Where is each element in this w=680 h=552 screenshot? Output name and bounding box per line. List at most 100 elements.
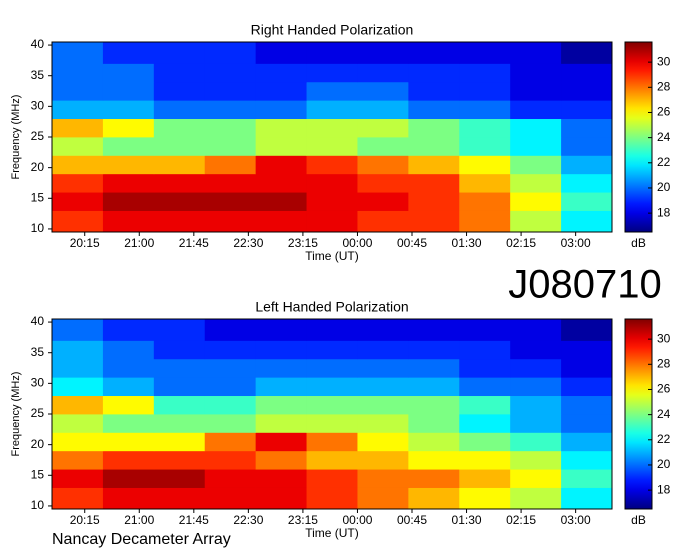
heatmap-cell (204, 414, 257, 433)
heatmap-cell (510, 450, 562, 470)
x-tick-label: 21:45 (179, 513, 209, 527)
heatmap-cell (306, 395, 358, 415)
heatmap-cell (561, 487, 613, 510)
heatmap-cell (357, 192, 409, 211)
heatmap-cell (102, 63, 155, 83)
heatmap-cell (510, 118, 562, 138)
heatmap-cell (255, 118, 307, 138)
heatmap-cell (459, 414, 511, 433)
colorbar-tick-label: 26 (657, 382, 671, 396)
heatmap-cell (408, 414, 460, 433)
heatmap-cell (255, 210, 307, 233)
heatmap-cell (52, 377, 104, 397)
colorbar-tick-label: 18 (657, 482, 671, 496)
heatmap-cell (153, 358, 206, 378)
heatmap-cell (52, 63, 104, 83)
heatmap-cell (102, 100, 155, 120)
heatmap-cell (306, 192, 358, 211)
heatmap-cell (561, 173, 613, 193)
heatmap-cell (357, 155, 409, 175)
heatmap-cell (306, 450, 358, 470)
heatmap-cell (408, 155, 460, 175)
heatmap-cell (306, 155, 358, 175)
heatmap-cell (153, 469, 206, 488)
heatmap-cell (561, 137, 613, 156)
y-tick-label: 25 (31, 406, 45, 420)
heatmap-cell (153, 395, 206, 415)
heatmap-cell (510, 42, 562, 64)
heatmap-cell (306, 340, 358, 360)
heatmap-cell (255, 81, 307, 101)
y-tick-label: 20 (31, 160, 45, 174)
heatmap-cell (408, 81, 460, 101)
heatmap-cell (408, 340, 460, 360)
colorbar-tick-label: 24 (657, 407, 671, 421)
x-tick-label: 00:45 (397, 513, 427, 527)
heatmap-cell (204, 118, 257, 138)
heatmap-cell (357, 450, 409, 470)
heatmap-cell (510, 63, 562, 83)
heatmap-cell (357, 377, 409, 397)
heatmap-cell (204, 487, 257, 510)
y-tick-label: 15 (31, 190, 45, 204)
footer: Nancay Decameter Array (52, 531, 231, 548)
heatmap-cell (102, 414, 155, 433)
heatmap-cell (204, 155, 257, 175)
colorbar-tick-label: 22 (657, 155, 671, 169)
heatmap-cell (459, 469, 511, 488)
colorbar (624, 318, 653, 510)
heatmap-cell (459, 319, 511, 341)
heatmap-cell (204, 173, 257, 193)
x-tick-label: 21:00 (124, 236, 154, 250)
heatmap-cell (102, 377, 155, 397)
colorbar-tick-label: 30 (657, 54, 671, 68)
heatmap-cell (408, 42, 460, 64)
heatmap-cell (459, 450, 511, 470)
heatmap-cell (510, 100, 562, 120)
heatmap-cell (204, 100, 257, 120)
heatmap-cell (204, 81, 257, 101)
heatmap-cell (52, 358, 104, 378)
heatmap-cell (357, 432, 409, 452)
heatmap-cell (153, 210, 206, 233)
heatmap-cell (52, 414, 104, 433)
heatmap-cell (306, 377, 358, 397)
heatmap-cell (306, 210, 358, 233)
heatmap-cell (357, 395, 409, 415)
heatmap-cell (459, 358, 511, 378)
heatmap-cell (357, 118, 409, 138)
x-tick-label: 00:00 (342, 236, 372, 250)
y-tick-label: 35 (31, 345, 45, 359)
heatmap-cell (52, 42, 104, 64)
heatmap-cell (255, 432, 307, 452)
heatmap-cell (357, 340, 409, 360)
heatmap-cell (306, 319, 358, 341)
heatmap-cell (204, 42, 257, 64)
heatmap-cell (459, 432, 511, 452)
heatmap-cell (510, 469, 562, 488)
heatmap-cell (357, 173, 409, 193)
heatmap-cell (204, 137, 257, 156)
heatmap-cell (52, 192, 104, 211)
x-tick-label: 03:00 (561, 236, 591, 250)
heatmap-cell (561, 340, 613, 360)
heatmap-cell (306, 432, 358, 452)
heatmap-cell (52, 432, 104, 452)
heatmap-cell (102, 395, 155, 415)
heatmap-cell (357, 319, 409, 341)
heatmap-cell (459, 395, 511, 415)
x-tick-label: 23:15 (288, 513, 318, 527)
heatmap-cell (102, 319, 155, 341)
heatmap-cell (153, 63, 206, 83)
heatmap-cell (408, 319, 460, 341)
heatmap-cell (52, 395, 104, 415)
x-tick-label: 01:30 (452, 236, 482, 250)
x-tick-label: 21:45 (179, 236, 209, 250)
heatmap-cell (561, 450, 613, 470)
heatmap-cell (510, 432, 562, 452)
heatmap-cell (510, 319, 562, 341)
heatmap-cell (357, 487, 409, 510)
y-axis-label: Frequency (MHz) (10, 372, 22, 457)
heatmap-cell (306, 42, 358, 64)
y-tick-label: 30 (31, 376, 45, 390)
